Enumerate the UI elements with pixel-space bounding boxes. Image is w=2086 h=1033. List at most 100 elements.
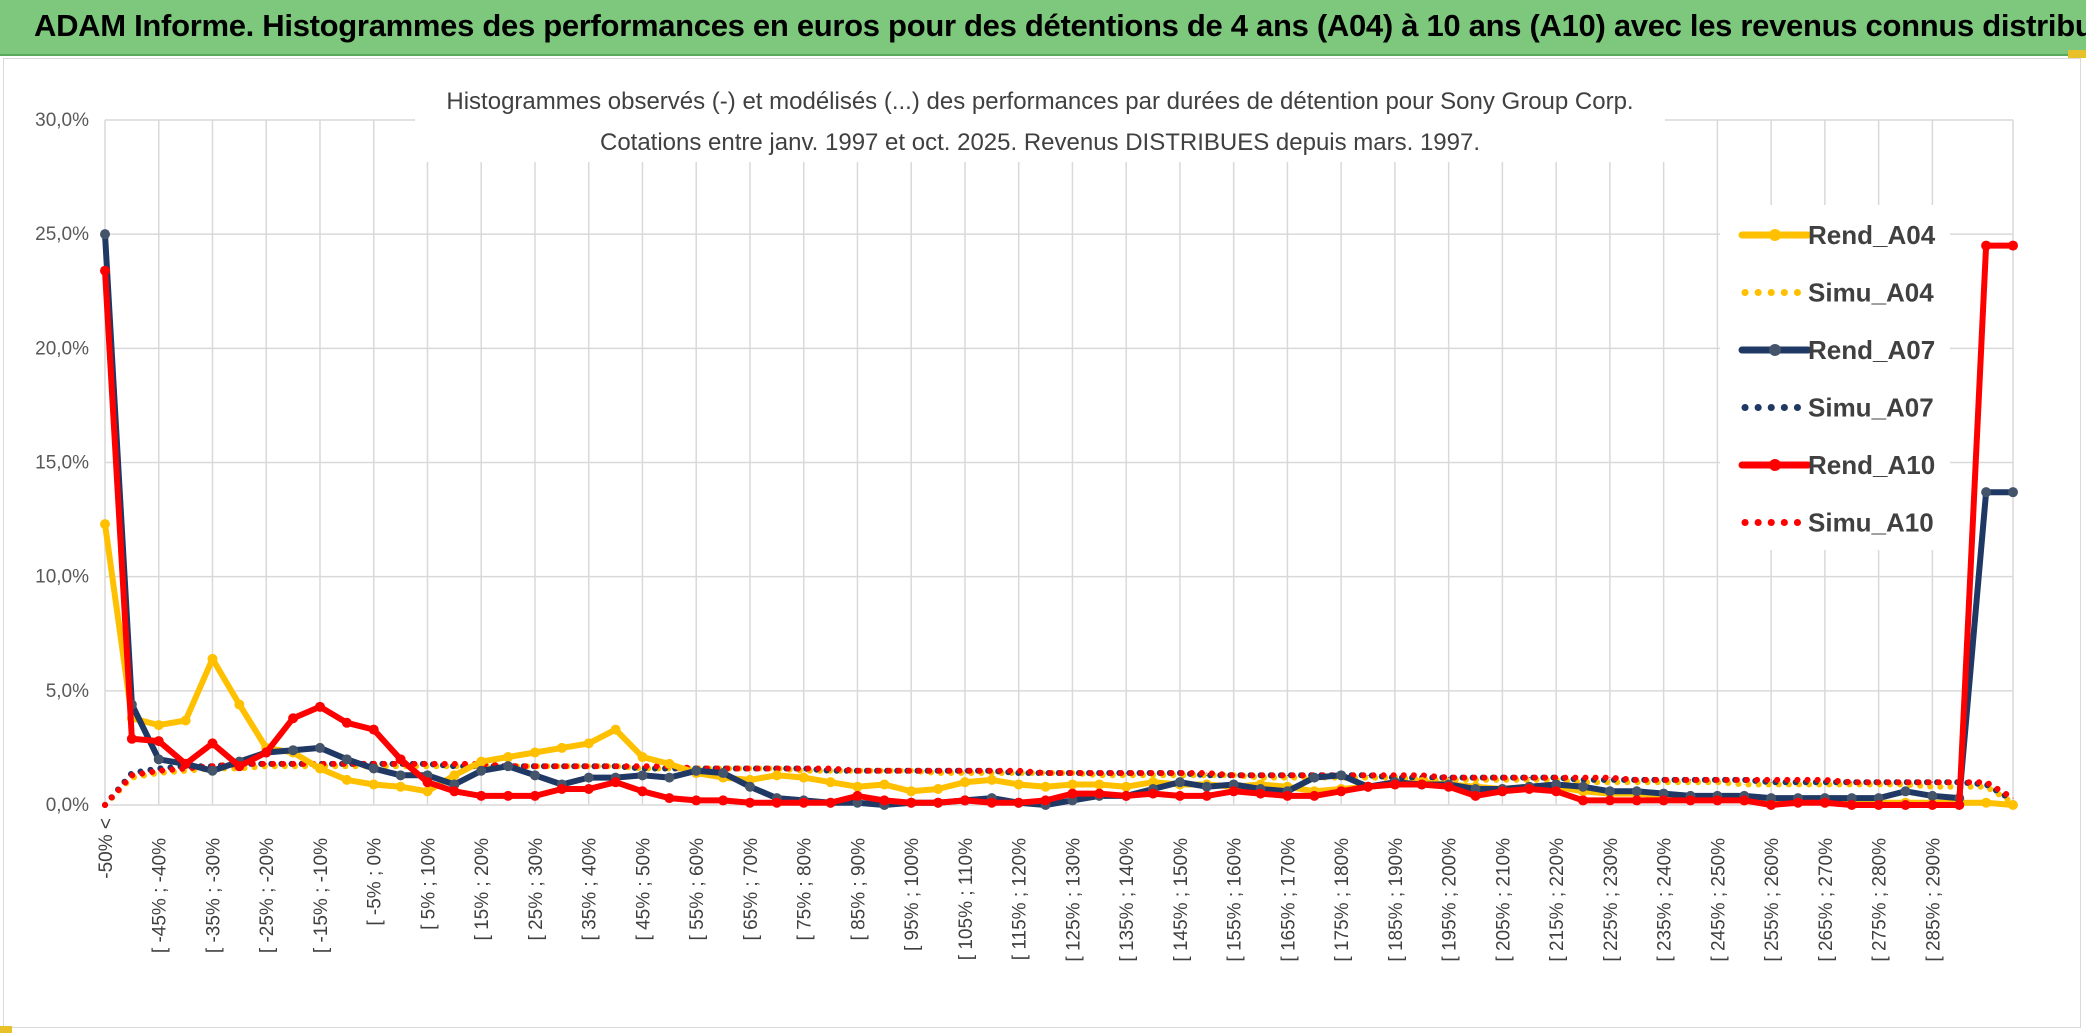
data-point [798,797,809,808]
data-point [583,738,594,749]
data-point [1040,795,1051,806]
x-tick-label: [ 95% ; 100% [902,838,923,951]
data-point [1470,790,1481,801]
x-tick-label: [ -45% ; -40% [150,838,171,953]
data-point [426,763,428,765]
data-point [1927,800,1938,810]
data-point [1067,779,1078,790]
data-point [1475,777,1477,779]
data-point [664,772,675,783]
data-point [395,770,406,781]
data-point [1528,777,1530,779]
data-point [641,765,643,767]
data-point [1309,772,1320,783]
data-point [1824,781,1826,783]
data-point [476,765,487,776]
data-point [1770,781,1772,783]
data-point [314,763,325,774]
data-point [292,763,294,765]
x-tick-label: [ 15% ; 20% [472,838,493,941]
data-point [1690,779,1692,781]
data-point [1363,781,1374,792]
data-point [368,779,379,790]
x-tick-label: [ -35% ; -30% [203,838,224,953]
data-point [341,774,352,785]
data-point [100,519,110,530]
data-point [1524,784,1535,795]
data-point [964,770,966,772]
data-point [1658,788,1669,799]
legend-marker [1769,229,1781,241]
data-point [476,790,487,801]
data-point [449,786,460,797]
legend-item: Rend_A04 [1738,220,1936,250]
data-point [933,797,944,808]
data-point [1233,774,1235,776]
data-point [771,770,782,781]
data-point [879,779,890,790]
data-point [1206,774,1208,776]
data-point [126,733,137,744]
data-point [2008,487,2018,498]
x-tick-label: [ 75% ; 80% [795,838,816,941]
x-tick-label: [ 245% ; 250% [1708,838,1729,962]
x-tick-label: [ 125% ; 130% [1063,838,1084,962]
x-tick-label: [ 285% ; 290% [1923,838,1944,962]
data-point [1900,800,1911,810]
data-point [583,784,594,795]
data-point [503,761,514,772]
data-point [1609,777,1611,779]
data-point [1448,777,1450,779]
data-point [1013,779,1024,790]
x-tick-label: [ 225% ; 230% [1601,838,1622,962]
x-tick-label: [ 215% ; 220% [1547,838,1568,962]
x-tick-label: [ 55% ; 60% [687,838,708,941]
legend-label: Rend_A04 [1808,220,1936,250]
x-tick-label: [ 135% ; 140% [1117,838,1138,962]
data-point [1013,797,1024,808]
data-point [158,772,160,774]
legend-label: Simu_A07 [1808,393,1934,423]
data-point [1819,797,1830,808]
data-point [476,756,487,767]
data-point [883,770,885,772]
data-point [131,774,133,776]
data-point [234,761,245,772]
data-point [1148,788,1159,799]
data-point [830,767,832,769]
data-point [1851,781,1853,783]
series-line [102,760,2016,808]
data-point [1604,795,1615,806]
data-point [1797,779,1799,781]
legend-item: Simu_A07 [1741,393,1934,423]
data-point [1228,786,1239,797]
data-point [234,699,245,710]
y-tick-label: 25,0% [35,224,89,245]
data-point [1282,790,1293,801]
data-point [1125,772,1127,774]
data-point [1927,790,1938,801]
data-point [1578,795,1589,806]
data-point [852,781,863,792]
data-point [314,701,325,712]
data-point [879,795,890,806]
data-point [1045,772,1047,774]
legend-label: Simu_A10 [1808,508,1934,538]
data-point [158,770,160,772]
data-point [180,715,191,726]
data-point [449,779,460,790]
data-point [906,786,917,797]
data-point [1846,793,1857,804]
data-point [1067,795,1078,806]
data-point [1067,788,1078,799]
legend-label: Rend_A10 [1808,450,1935,480]
data-point [104,804,106,806]
x-tick-label: [ -5% ; 0% [365,838,386,926]
x-tick-label: [ 45% ; 50% [633,838,654,941]
data-point [100,229,110,240]
data-point [180,758,191,769]
x-tick-label: [ 165% ; 170% [1278,838,1299,962]
data-point [1125,774,1127,776]
data-point [1981,240,1992,251]
data-point [1578,781,1589,792]
